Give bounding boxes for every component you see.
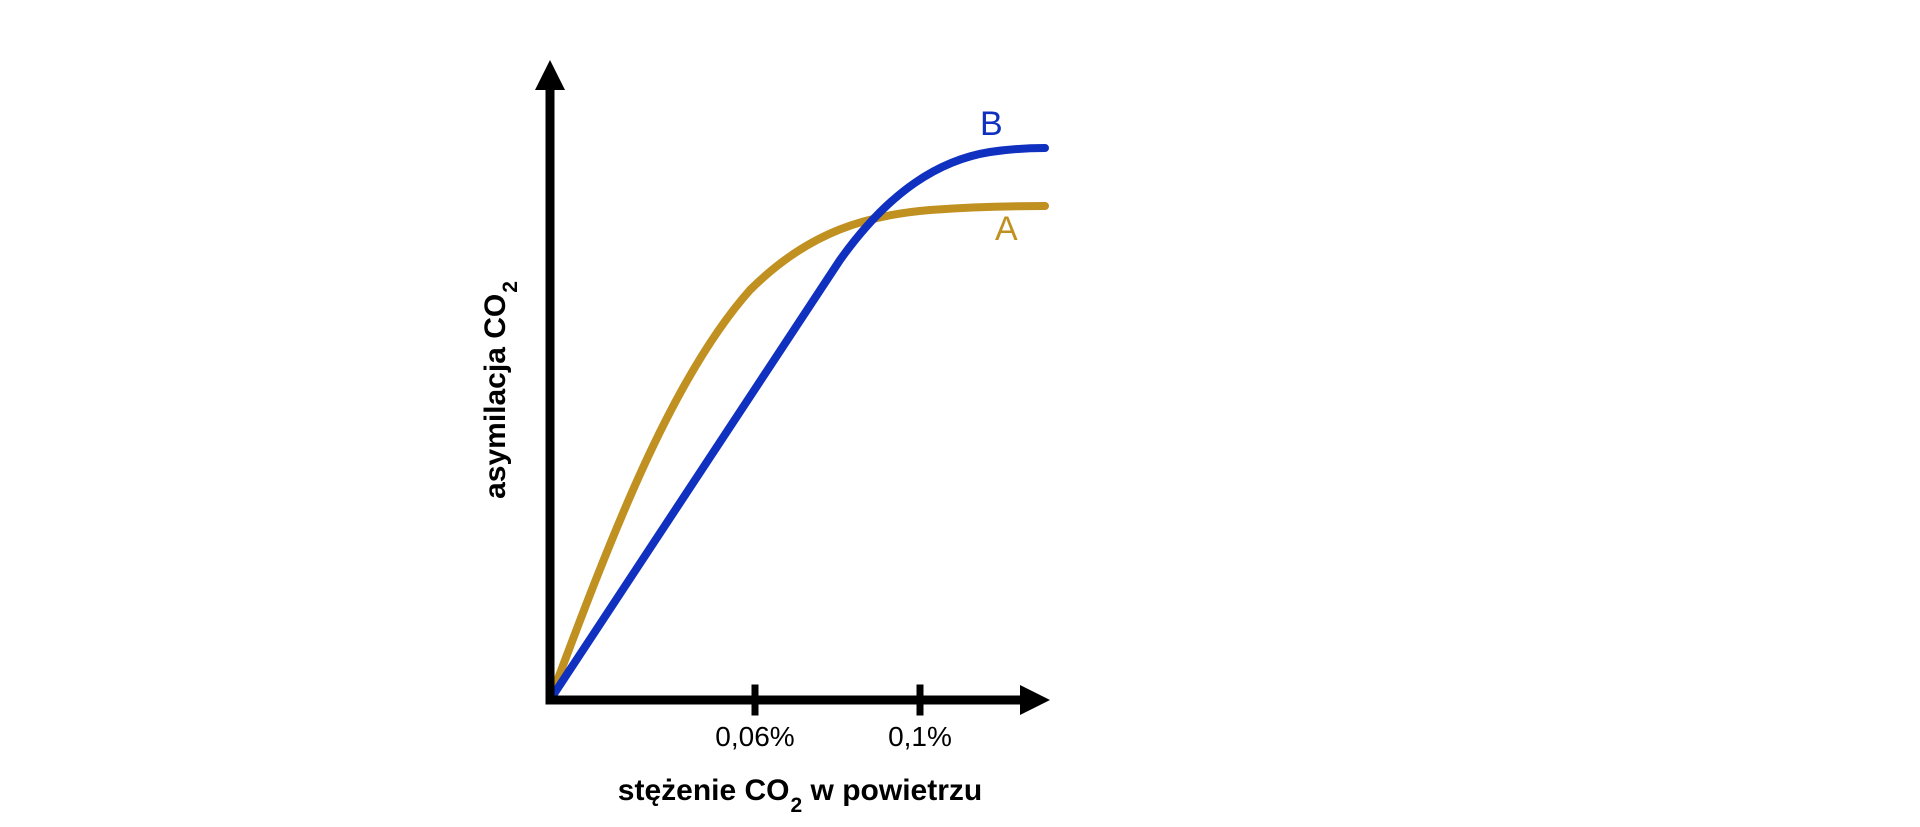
x-axis-label-post: w powietrzu [802,774,982,807]
y-axis-label-group: asymilacja CO2 [479,281,522,499]
y-axis-label: asymilacja CO2 [479,281,522,499]
series-a-label: A [995,210,1018,248]
x-axis-label-sub: 2 [791,794,803,817]
co2-assimilation-chart: 0,06% 0,1% stężenie CO2 w powietrzu asym… [400,20,1200,820]
y-axis-label-sub: 2 [499,281,522,293]
x-tick-label-1: 0,1% [888,721,952,752]
series-b-line [550,148,1045,700]
x-axis-label-pre: stężenie CO [618,774,790,807]
y-axis-label-pre: asymilacja CO [479,294,512,499]
series-a-line [550,206,1045,700]
x-tick-label-0: 0,06% [715,721,794,752]
series-b-label: B [980,105,1003,143]
x-axis-label: stężenie CO2 w powietrzu [618,774,982,817]
chart-svg: 0,06% 0,1% stężenie CO2 w powietrzu asym… [400,20,1200,820]
